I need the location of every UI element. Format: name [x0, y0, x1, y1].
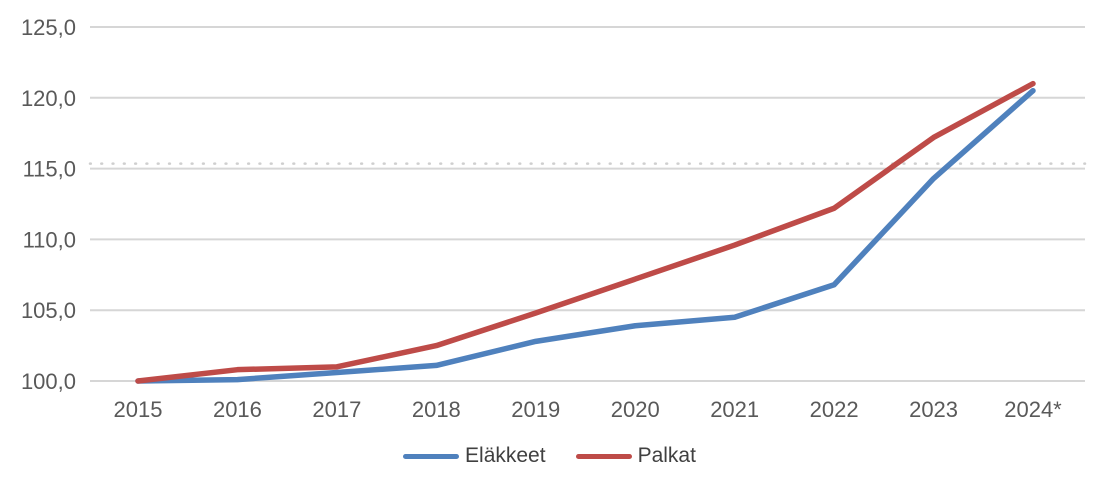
y-tick-label: 100,0 [21, 369, 76, 394]
x-tick-label: 2019 [511, 397, 560, 422]
series-line-eläkkeet [135, 87, 1036, 384]
x-tick-label: 2023 [909, 397, 958, 422]
legend-label-palkat: Palkat [637, 444, 696, 467]
x-tick-label: 2021 [710, 397, 759, 422]
y-tick-label: 115,0 [23, 157, 76, 182]
elakkeet-line-swatch-icon [403, 453, 460, 459]
palkat-line-swatch-icon [575, 453, 632, 459]
x-tick-label: 2016 [213, 397, 262, 422]
y-tick-label: 120,0 [21, 86, 76, 111]
y-tick-label: 110,0 [23, 227, 76, 252]
legend: Eläkkeet Palkat [0, 444, 1099, 468]
x-tick-label: 2022 [810, 397, 859, 422]
series-line-palkat [135, 80, 1036, 384]
x-tick-label: 2017 [312, 397, 361, 422]
x-tick-label: 2015 [114, 397, 163, 422]
plot-area: 100,0 105,0 110,0 115,0 120,0 125,0 2015 2016 20… [21, 15, 1087, 422]
legend-label-elakkeet: Eläkkeet [465, 444, 546, 467]
x-tick-label: 2024* [1004, 397, 1062, 422]
legend-item-elakkeet: Eläkkeet [403, 444, 546, 468]
y-tick-label: 125,0 [21, 15, 76, 40]
legend-item-palkat: Palkat [575, 444, 696, 468]
y-tick-label: 105,0 [21, 298, 76, 323]
x-tick-label: 2020 [611, 397, 660, 422]
x-tick-label: 2018 [412, 397, 461, 422]
